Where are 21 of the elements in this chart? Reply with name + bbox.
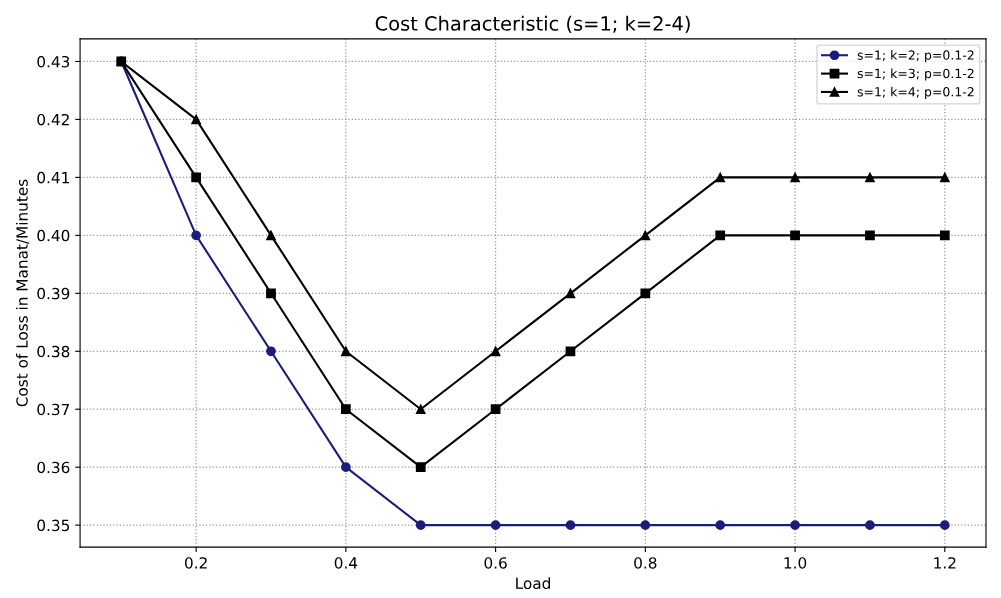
- y-tick-label: 0.40: [37, 229, 70, 242]
- legend-label: s=1; k=2; p=0.1-2: [857, 50, 974, 63]
- y-axis-title: Cost of Loss in Manat/Minutes: [16, 179, 30, 407]
- x-tick-label: 1.0: [784, 557, 807, 569]
- y-tick-label: 0.36: [37, 461, 70, 474]
- legend-label: s=1; k=4; p=0.1-2: [857, 86, 974, 99]
- y-tick-label: 0.37: [37, 403, 70, 416]
- y-tick-label: 0.35: [37, 519, 70, 532]
- x-tick-label: 1.2: [934, 557, 956, 569]
- x-tick-label: 0.8: [634, 557, 657, 569]
- x-tick-label: 0.4: [334, 557, 358, 569]
- y-tick-label: 0.39: [37, 287, 70, 300]
- x-tick-label: 0.6: [484, 557, 507, 569]
- x-tick-label: 0.2: [184, 557, 207, 569]
- legend-label: s=1; k=3; p=0.1-2: [857, 68, 974, 81]
- y-tick-label: 0.38: [37, 345, 70, 358]
- chart-title: Cost Characteristic (s=1; k=2-4): [375, 15, 690, 34]
- y-tick-label: 0.41: [37, 171, 69, 184]
- y-tick-label: 0.42: [37, 113, 69, 126]
- y-tick-label: 0.43: [37, 55, 70, 68]
- x-axis-title: Load: [516, 577, 550, 590]
